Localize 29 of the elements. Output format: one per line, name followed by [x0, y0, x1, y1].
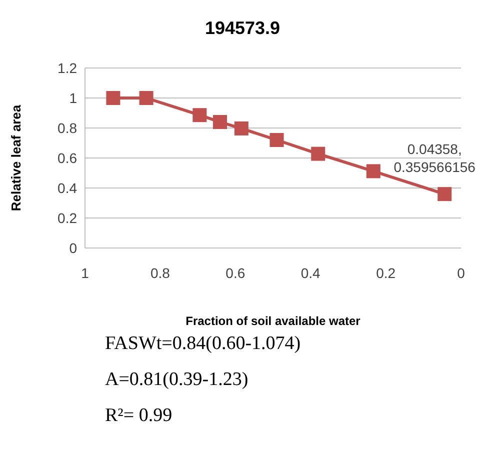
point	[438, 187, 452, 202]
y-tick-label: 0.4	[58, 180, 78, 196]
point	[270, 133, 284, 147]
point	[212, 115, 227, 129]
point	[192, 108, 207, 122]
text: R²= 0.99	[105, 405, 174, 428]
point	[234, 121, 248, 136]
y-tick-label: 1	[69, 90, 78, 106]
text: A=0.81(0.39-1.23)	[105, 369, 250, 392]
x-tick-label: 1	[81, 264, 90, 281]
chart-title: 194573.9	[204, 17, 282, 40]
point	[366, 164, 380, 178]
point	[139, 91, 154, 105]
annotation: 0.04358, 0.359566156	[394, 141, 476, 176]
x-tick-label: 0.4	[300, 264, 321, 281]
x-tick-label: 0.8	[150, 264, 170, 281]
point	[106, 91, 120, 105]
y-tick-label: 1.2	[58, 60, 78, 76]
y-axis-title: Relative leaf area	[8, 104, 24, 212]
x-axis-title: Fraction of soil available water	[186, 314, 361, 328]
y-tick-label: 0.2	[58, 210, 78, 226]
y-tick-label: 0	[69, 240, 78, 256]
point	[311, 146, 326, 161]
y-tick-label: 0.8	[58, 120, 78, 136]
x-tick-label: 0.2	[376, 264, 396, 281]
y-tick-label: 0.6	[58, 150, 78, 166]
x-tick-label: 0.6	[226, 264, 246, 281]
text: FASWt=0.84(0.60-1.074)	[105, 333, 302, 356]
x-tick-label: 0	[457, 264, 466, 281]
